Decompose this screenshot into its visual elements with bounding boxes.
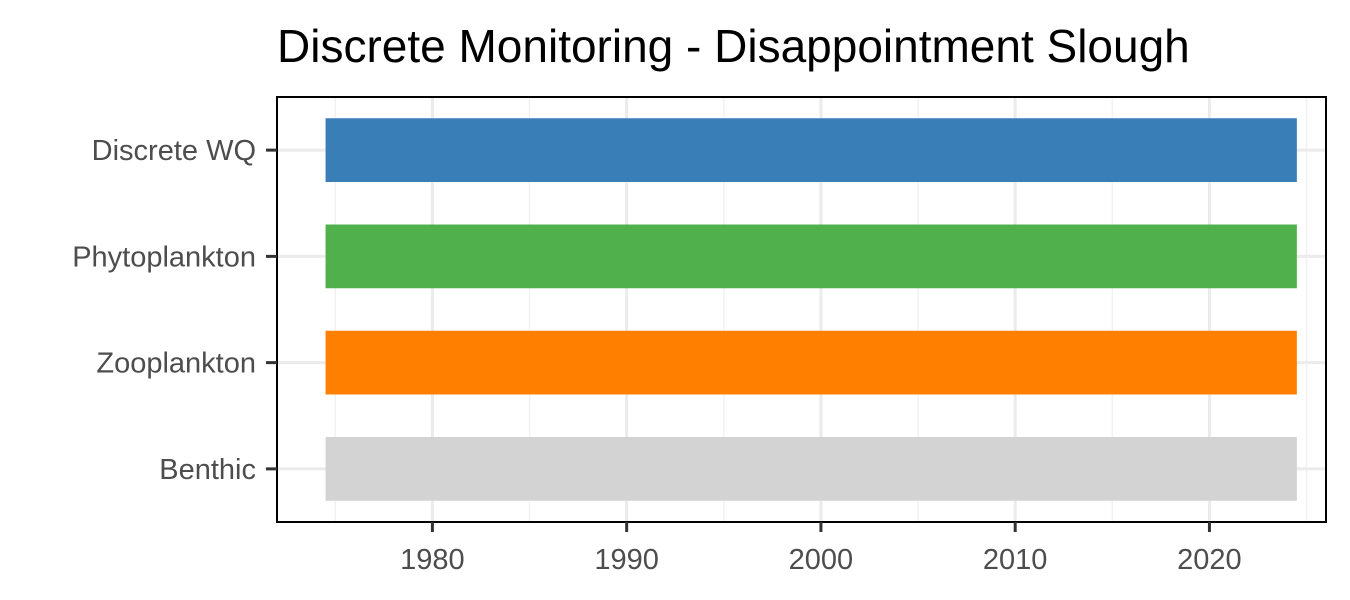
x-tick-label: 2020 [1177,544,1242,576]
plot-panel-border [276,96,1327,523]
y-tick-label: Discrete WQ [92,135,256,167]
x-tick-label: 2000 [789,544,854,576]
y-tick-label: Phytoplankton [72,241,256,273]
bar-phytoplankton [325,224,1297,289]
y-tick-label: Benthic [159,454,256,486]
y-axis: Discrete WQ Phytoplankton Zooplankton Benth… [72,135,277,486]
bar-benthic [325,437,1297,501]
bars [325,118,1297,501]
x-tick-label: 2010 [983,544,1048,576]
x-tick-label: 1980 [400,544,465,576]
bar-discrete-wq [325,118,1297,182]
x-tick-label: 1990 [594,544,659,576]
x-axis: 1980 1990 2000 2010 2020 [400,522,1242,576]
bar-zooplankton [325,330,1297,395]
y-tick-label: Zooplankton [96,348,256,380]
chart-title: Discrete Monitoring - Disappointment Slo… [277,20,1190,72]
